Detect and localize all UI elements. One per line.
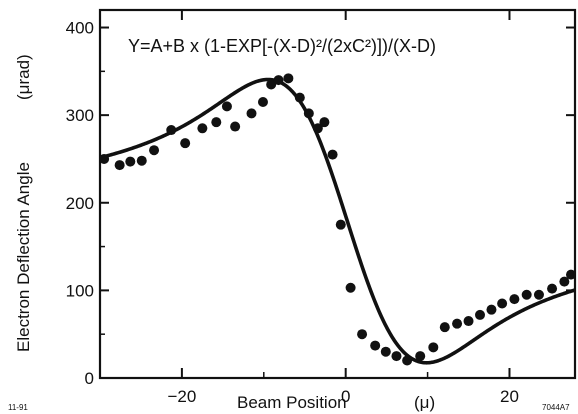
data-point (125, 156, 136, 167)
data-point (521, 289, 532, 300)
x-tick-label: 20 (500, 387, 519, 406)
y-tick-label: 200 (66, 194, 94, 213)
data-point (452, 318, 463, 329)
data-point (486, 304, 497, 315)
data-point (463, 316, 474, 327)
data-point (166, 125, 177, 136)
data-point (566, 269, 576, 280)
data-point (402, 355, 413, 366)
x-tick-label: −20 (167, 387, 196, 406)
data-point (294, 92, 305, 103)
data-point (391, 351, 402, 362)
data-point (559, 276, 570, 287)
data-point (246, 108, 257, 119)
data-point (257, 97, 268, 107)
y-tick-label: 300 (66, 106, 94, 125)
data-point (497, 298, 508, 309)
x-axis-unit: (μ) (414, 393, 435, 412)
data-point (327, 149, 338, 160)
data-point (197, 123, 208, 134)
data-point (380, 346, 391, 357)
y-tick-label: 400 (66, 19, 94, 38)
y-tick-label: 0 (85, 369, 94, 388)
data-point (180, 138, 191, 149)
data-point (345, 282, 356, 293)
x-axis-title: Beam Position (237, 393, 347, 412)
corner-label-left: 11-91 (8, 403, 28, 412)
data-point (312, 123, 323, 134)
data-point (439, 322, 450, 333)
data-point (273, 75, 284, 86)
data-point (136, 155, 147, 166)
data-point (357, 329, 368, 340)
data-point (415, 351, 426, 362)
data-point (149, 145, 160, 156)
data-point (99, 153, 110, 164)
plot-frame (98, 8, 577, 380)
data-point (319, 117, 330, 128)
corner-label-right: 7044A7 (542, 403, 570, 412)
data-point (221, 101, 232, 112)
y-axis-unit: (μrad) (14, 54, 33, 100)
data-point (114, 160, 125, 171)
data-point (335, 219, 346, 230)
y-axis-title: Electron Deflection Angle (14, 162, 33, 352)
data-point (509, 294, 520, 305)
fit-curve (99, 77, 576, 365)
fit-curve-group (99, 77, 576, 365)
data-points-group (99, 73, 576, 366)
data-point (370, 340, 381, 351)
data-point (533, 289, 544, 300)
data-point (303, 108, 314, 119)
data-point (547, 283, 558, 294)
data-point (475, 309, 485, 320)
data-point (211, 117, 222, 128)
data-point (230, 121, 241, 132)
formula-annotation: Y=A+B x (1-EXP[-(X-D)²/(2xC²)])/(X-D) (128, 36, 436, 56)
x-tick-label: 0 (341, 387, 350, 406)
y-tick-label: 100 (66, 281, 94, 300)
data-point (266, 79, 277, 90)
data-point (428, 342, 439, 353)
data-point (283, 73, 294, 84)
tick-labels-group: 0 100 200 300 400 −20 0 20 (66, 19, 519, 406)
